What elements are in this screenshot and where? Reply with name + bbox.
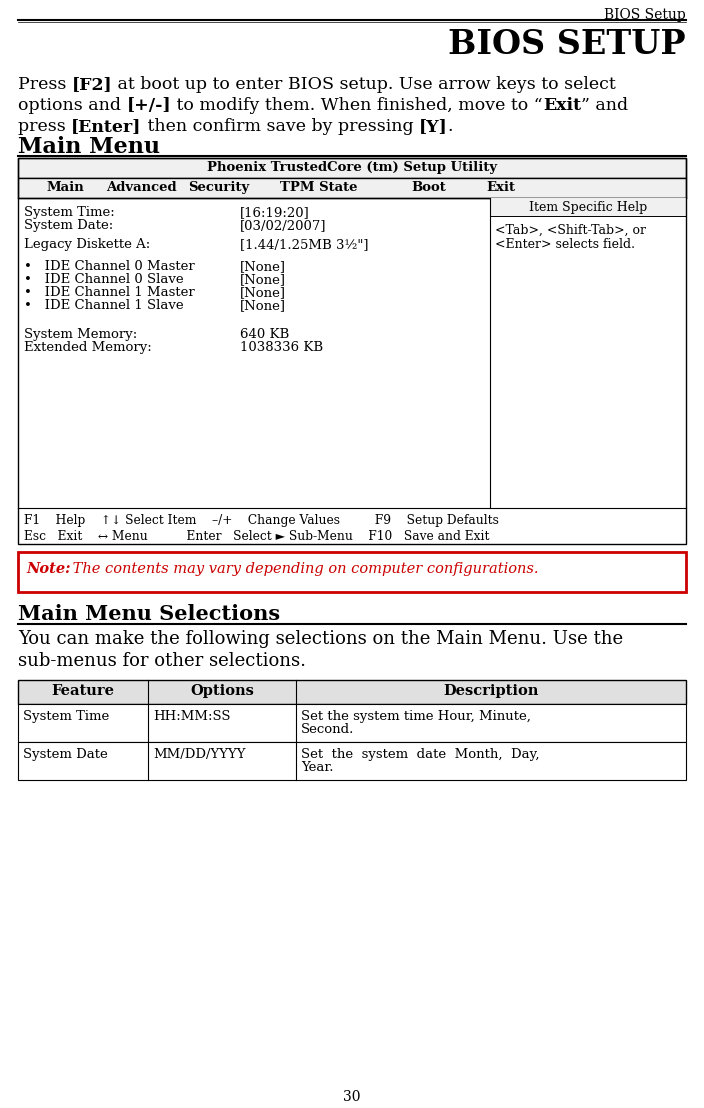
Text: Legacy Diskette A:: Legacy Diskette A:: [24, 238, 150, 252]
Text: Exit: Exit: [543, 98, 581, 114]
Text: System Date:: System Date:: [24, 219, 113, 232]
Text: Boot: Boot: [411, 181, 446, 194]
Text: Set  the  system  date  Month,  Day,: Set the system date Month, Day,: [301, 748, 539, 761]
Text: 1038336 KB: 1038336 KB: [240, 341, 323, 353]
Text: <Enter> selects field.: <Enter> selects field.: [495, 238, 635, 252]
Text: then confirm save by pressing: then confirm save by pressing: [142, 117, 419, 135]
Text: Set the system time Hour, Minute,: Set the system time Hour, Minute,: [301, 710, 531, 724]
Text: BIOS Setup: BIOS Setup: [604, 8, 686, 22]
Bar: [18, 680, 686, 704]
Text: System Time: System Time: [23, 710, 109, 724]
Text: F1    Help    ↑↓ Select Item    –/+    Change Values         F9    Setup Default: F1 Help ↑↓ Select Item –/+ Change Values…: [24, 514, 499, 527]
Text: •   IDE Channel 0 Slave: • IDE Channel 0 Slave: [24, 273, 184, 286]
Text: press: press: [18, 117, 71, 135]
Text: at boot up to enter BIOS setup. Use arrow keys to select: at boot up to enter BIOS setup. Use arro…: [113, 76, 616, 93]
Text: Description: Description: [444, 684, 539, 698]
Text: 30: 30: [344, 1090, 360, 1104]
Text: Phoenix TrustedCore (tm) Setup Utility: Phoenix TrustedCore (tm) Setup Utility: [207, 161, 497, 174]
Text: Options: Options: [190, 684, 254, 698]
Text: Extended Memory:: Extended Memory:: [24, 341, 152, 353]
Text: Second.: Second.: [301, 724, 354, 736]
Text: [F2]: [F2]: [72, 76, 113, 93]
Text: [None]: [None]: [240, 273, 286, 286]
Text: BIOS SETUP: BIOS SETUP: [448, 28, 686, 61]
Text: •   IDE Channel 1 Master: • IDE Channel 1 Master: [24, 286, 195, 299]
Text: System Time:: System Time:: [24, 206, 115, 219]
Bar: [490, 198, 686, 216]
Bar: [18, 178, 686, 198]
Text: options and: options and: [18, 98, 127, 114]
Text: Esc   Exit    ↔ Menu          Enter   Select ► Sub-Menu    F10   Save and Exit: Esc Exit ↔ Menu Enter Select ► Sub-Menu …: [24, 530, 489, 543]
Text: [03/02/2007]: [03/02/2007]: [240, 219, 327, 232]
Text: to modify them. When finished, move to “: to modify them. When finished, move to “: [171, 98, 543, 114]
Text: Year.: Year.: [301, 761, 334, 774]
Text: System Date: System Date: [23, 748, 108, 761]
Text: Advanced: Advanced: [106, 181, 177, 194]
Text: sub-menus for other selections.: sub-menus for other selections.: [18, 652, 306, 670]
Text: [1.44/1.25MB 3½"]: [1.44/1.25MB 3½"]: [240, 238, 368, 252]
Text: .: .: [448, 117, 453, 135]
Text: •   IDE Channel 0 Master: • IDE Channel 0 Master: [24, 260, 195, 273]
Text: Press: Press: [18, 76, 72, 93]
Bar: [18, 742, 686, 780]
Text: 640 KB: 640 KB: [240, 328, 289, 341]
Text: TPM State: TPM State: [280, 181, 358, 194]
Text: HH:MM:SS: HH:MM:SS: [153, 710, 230, 724]
Text: [None]: [None]: [240, 260, 286, 273]
Bar: [18, 158, 686, 178]
Text: Note:: Note:: [26, 562, 70, 576]
Text: The contents may vary depending on computer configurations.: The contents may vary depending on compu…: [68, 562, 539, 576]
Text: [None]: [None]: [240, 299, 286, 312]
Text: •   IDE Channel 1 Slave: • IDE Channel 1 Slave: [24, 299, 184, 312]
Text: MM/DD/YYYY: MM/DD/YYYY: [153, 748, 246, 761]
Text: Item Specific Help: Item Specific Help: [529, 201, 647, 214]
Text: [16:19:20]: [16:19:20]: [240, 206, 310, 219]
Text: Exit: Exit: [486, 181, 515, 194]
Text: Main: Main: [46, 181, 84, 194]
Text: [Enter]: [Enter]: [71, 117, 142, 135]
Text: Main Menu: Main Menu: [18, 136, 160, 158]
Text: ” and: ” and: [581, 98, 628, 114]
Bar: [18, 704, 686, 742]
Text: [+/-]: [+/-]: [127, 98, 171, 114]
Text: [None]: [None]: [240, 286, 286, 299]
Text: System Memory:: System Memory:: [24, 328, 137, 341]
Bar: [18, 552, 686, 592]
Text: [Y]: [Y]: [419, 117, 448, 135]
Text: You can make the following selections on the Main Menu. Use the: You can make the following selections on…: [18, 630, 623, 648]
Text: Main Menu Selections: Main Menu Selections: [18, 604, 280, 624]
Text: Security: Security: [188, 181, 249, 194]
Text: <Tab>, <Shift-Tab>, or: <Tab>, <Shift-Tab>, or: [495, 224, 646, 237]
Bar: [18, 158, 686, 544]
Text: Feature: Feature: [51, 684, 115, 698]
